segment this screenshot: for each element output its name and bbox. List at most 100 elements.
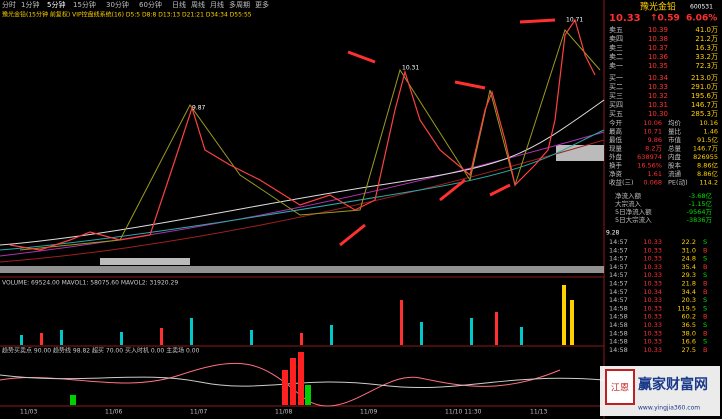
stat-value: 826955 bbox=[693, 153, 718, 161]
time-label: 11/07 bbox=[190, 409, 207, 416]
stat-value: 1.61 bbox=[648, 170, 662, 178]
tick-volume: 24.8 bbox=[682, 255, 696, 263]
book-label: 卖二 bbox=[609, 53, 623, 61]
tick-side: S bbox=[703, 321, 707, 329]
flow-label: 5日大宗流入 bbox=[615, 215, 652, 224]
tick-price: 10.33 bbox=[643, 329, 662, 337]
tick-price: 10.33 bbox=[643, 271, 662, 279]
toolbar-tab[interactable]: 月线 bbox=[210, 0, 224, 9]
book-price: 10.35 bbox=[648, 62, 668, 70]
tick-time: 14:57 bbox=[609, 296, 628, 304]
tick-time: 14:57 bbox=[609, 255, 628, 263]
tick-time: 14:58 bbox=[609, 304, 628, 312]
stat-value: 114.2 bbox=[699, 179, 718, 187]
book-volume: 146.7万 bbox=[691, 101, 718, 109]
stat-label: 净资 bbox=[609, 169, 623, 178]
book-volume: 291.0万 bbox=[691, 83, 718, 91]
toolbar-tab[interactable]: 日线 bbox=[172, 0, 186, 9]
toolbar-tab[interactable]: 分时 bbox=[2, 0, 16, 9]
price: 10.33 bbox=[609, 13, 641, 24]
tick-volume: 36.5 bbox=[682, 321, 696, 329]
tick-side: S bbox=[703, 338, 707, 346]
book-price: 10.30 bbox=[648, 110, 668, 118]
tick-time: 14:57 bbox=[609, 280, 628, 288]
book-price: 10.31 bbox=[648, 101, 668, 109]
toolbar-tab[interactable]: 1分钟 bbox=[21, 0, 39, 9]
tick-price: 10.33 bbox=[643, 246, 662, 254]
flow-label: 净流入额 bbox=[615, 191, 642, 200]
toolbar-tab[interactable]: 30分钟 bbox=[106, 0, 129, 9]
stat-value: 8.86亿 bbox=[697, 161, 718, 170]
stat-label: 现量 bbox=[609, 145, 623, 153]
tick-volume: 21.8 bbox=[682, 280, 696, 288]
stat-label: 市值 bbox=[668, 135, 682, 144]
tick-time: 14:57 bbox=[609, 288, 628, 296]
stat-label: 换手 bbox=[609, 161, 623, 170]
stock-name: 豫光金铅 bbox=[640, 1, 676, 13]
price-label: 10.71 bbox=[566, 17, 583, 24]
flow-value: -3836万 bbox=[687, 216, 713, 224]
tick-price: 10.34 bbox=[643, 288, 662, 296]
tick-side: S bbox=[703, 271, 707, 279]
tick-volume: 29.3 bbox=[682, 271, 696, 279]
book-price: 10.33 bbox=[648, 83, 668, 91]
toolbar-tab[interactable]: 5分钟 bbox=[47, 0, 65, 9]
time-label: 11/03 bbox=[20, 409, 37, 416]
pct: 6.06% bbox=[686, 14, 717, 24]
tick-volume: 16.6 bbox=[682, 338, 696, 346]
tick-volume: 34.4 bbox=[682, 288, 696, 296]
tick-price: 10.33 bbox=[643, 238, 662, 246]
watermark-title: 赢家财富网 bbox=[638, 376, 708, 393]
stat-label: 均价 bbox=[668, 118, 682, 127]
book-volume: 16.3万 bbox=[695, 44, 718, 52]
book-volume: 33.2万 bbox=[695, 53, 718, 61]
book-volume: 285.3万 bbox=[691, 110, 718, 118]
tick-price: 10.33 bbox=[643, 313, 662, 321]
book-label: 买三 bbox=[609, 92, 623, 100]
tick-volume: 27.5 bbox=[682, 346, 696, 354]
stat-value: 10.06 bbox=[643, 119, 662, 127]
stock-code: 600531 bbox=[690, 4, 713, 11]
stat-label: 最低 bbox=[609, 135, 623, 144]
book-price: 10.36 bbox=[648, 53, 669, 61]
tick-side: B bbox=[703, 263, 707, 271]
price-label: 9.28 bbox=[606, 230, 620, 237]
tick-side: B bbox=[703, 246, 707, 254]
stat-value: 10.16 bbox=[699, 119, 718, 127]
book-price: 10.32 bbox=[648, 92, 668, 100]
book-label: 买一 bbox=[609, 74, 623, 82]
tick-side: B bbox=[703, 313, 707, 321]
book-label: 买二 bbox=[609, 83, 623, 91]
chart-header: 豫光金铅(15分钟 前复权) VIP控盘线系统(16) D5:5 D8:8 D1… bbox=[2, 11, 252, 19]
tick-time: 14:57 bbox=[609, 238, 628, 246]
stat-value: 9.86 bbox=[648, 136, 662, 144]
tick-side: B bbox=[703, 346, 707, 354]
tick-price: 10.33 bbox=[643, 346, 662, 354]
flow-value: -9564万 bbox=[687, 208, 713, 216]
stat-value: 1.46 bbox=[704, 128, 718, 136]
book-label: 卖三 bbox=[609, 44, 623, 52]
toolbar-tab[interactable]: 更多 bbox=[255, 0, 269, 9]
price-label: 9.87 bbox=[192, 105, 206, 112]
trend-header: 趋势买卖点 90.00 趋势线 98.82 超买 70.00 买入时机 0.00… bbox=[2, 347, 200, 355]
volume-header: VOLUME: 69524.00 MAVOL1: 58075.60 MAVOL2… bbox=[2, 280, 178, 287]
stat-value: 16.56% bbox=[637, 162, 662, 170]
stat-label: 流通 bbox=[668, 169, 682, 178]
toolbar-tab[interactable]: 多周期 bbox=[229, 0, 250, 9]
tick-time: 14:58 bbox=[609, 338, 628, 346]
tick-time: 14:58 bbox=[609, 313, 628, 321]
tick-volume: 119.5 bbox=[677, 304, 696, 312]
tick-side: B bbox=[703, 329, 707, 337]
tick-price: 10.33 bbox=[643, 255, 662, 263]
stat-value: 146.7万 bbox=[693, 145, 719, 153]
stat-value: 10.71 bbox=[643, 128, 662, 136]
book-label: 卖五 bbox=[609, 26, 623, 34]
toolbar-tab[interactable]: 15分钟 bbox=[73, 0, 96, 9]
book-label: 买四 bbox=[609, 101, 623, 109]
toolbar-tab[interactable]: 60分钟 bbox=[139, 0, 162, 9]
toolbar-tab[interactable]: 周线 bbox=[191, 0, 205, 9]
book-label: 卖四 bbox=[609, 35, 623, 43]
tick-side: S bbox=[703, 238, 707, 246]
tick-side: B bbox=[703, 288, 707, 296]
stat-label: 总量 bbox=[668, 144, 682, 153]
